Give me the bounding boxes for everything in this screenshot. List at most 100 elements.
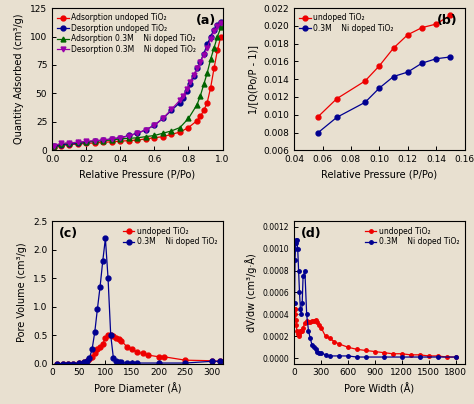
0.3M    Ni doped TiO₂ [118, 360, 124, 365]
0.3M    Ni doped TiO₂ [354, 355, 360, 360]
undoped TiO₂ [336, 341, 342, 346]
0.3M    Ni doped TiO₂ [60, 361, 65, 366]
0.3M    Ni doped TiO₂ [296, 268, 301, 273]
undoped TiO₂ [296, 334, 301, 339]
Adsorption 0.3M    Ni doped TiO₂ [160, 131, 166, 136]
undoped TiO₂ [135, 350, 140, 355]
Desorption 0.3M    Ni doped TiO₂ [198, 59, 203, 64]
0.3M    Ni doped TiO₂ [293, 241, 299, 246]
Adsorption undoped TiO₂ [51, 145, 57, 149]
Text: (a): (a) [195, 14, 216, 27]
X-axis label: Relative Pressure (P/Po): Relative Pressure (P/Po) [321, 170, 438, 180]
Desorption undoped TiO₂ [181, 95, 186, 100]
undoped TiO₂ [327, 336, 333, 341]
Adsorption 0.3M    Ni doped TiO₂ [92, 139, 98, 143]
undoped TiO₂ [426, 354, 431, 358]
Adsorption 0.3M    Ni doped TiO₂ [126, 136, 132, 141]
0.3M    Ni doped TiO₂ [313, 347, 319, 352]
Desorption 0.3M    Ni doped TiO₂ [181, 93, 186, 98]
undoped TiO₂ [363, 348, 369, 353]
undoped TiO₂ [84, 358, 90, 363]
0.3M    Ni doped TiO₂ [435, 355, 440, 360]
Y-axis label: Pore Volume (cm³/g): Pore Volume (cm³/g) [18, 243, 27, 342]
Adsorption undoped TiO₂ [83, 141, 89, 146]
0.3M    Ni doped TiO₂ [156, 361, 162, 366]
0.3M    Ni doped TiO₂ [381, 355, 387, 360]
undoped TiO₂ [60, 361, 65, 366]
Adsorption undoped TiO₂ [211, 66, 217, 71]
undoped TiO₂ [89, 354, 95, 359]
Desorption 0.3M    Ni doped TiO₂ [152, 123, 157, 128]
Adsorption undoped TiO₂ [118, 139, 123, 143]
Adsorption undoped TiO₂ [66, 142, 72, 147]
undoped TiO₂ [300, 328, 305, 333]
undoped TiO₂ [433, 22, 439, 27]
0.3M    Ni doped TiO₂ [116, 360, 121, 364]
0.3M    Ni doped TiO₂ [311, 345, 317, 349]
undoped TiO₂ [182, 358, 188, 363]
Line: undoped TiO₂: undoped TiO₂ [316, 13, 453, 119]
Adsorption undoped TiO₂ [198, 114, 203, 119]
undoped TiO₂ [318, 325, 324, 330]
undoped TiO₂ [313, 318, 319, 322]
Adsorption 0.3M    Ni doped TiO₂ [135, 135, 140, 140]
0.3M    Ni doped TiO₂ [81, 360, 87, 365]
Adsorption 0.3M    Ni doped TiO₂ [58, 142, 64, 147]
Adsorption undoped TiO₂ [109, 139, 115, 144]
Adsorption 0.3M    Ni doped TiO₂ [204, 71, 210, 76]
Desorption 0.3M    Ni doped TiO₂ [100, 138, 106, 143]
0.3M    Ni doped TiO₂ [405, 69, 410, 74]
undoped TiO₂ [140, 351, 146, 356]
Adsorption undoped TiO₂ [92, 141, 98, 145]
Adsorption undoped TiO₂ [186, 125, 191, 130]
undoped TiO₂ [311, 318, 317, 323]
Y-axis label: Quantity Adsorbed (cm³/g): Quantity Adsorbed (cm³/g) [15, 14, 25, 145]
undoped TiO₂ [293, 323, 299, 328]
undoped TiO₂ [292, 307, 297, 311]
0.3M    Ni doped TiO₂ [124, 361, 129, 366]
0.3M    Ni doped TiO₂ [302, 268, 308, 273]
Line: Desorption undoped TiO₂: Desorption undoped TiO₂ [51, 19, 223, 149]
undoped TiO₂ [100, 341, 106, 346]
0.3M    Ni doped TiO₂ [391, 74, 396, 79]
undoped TiO₂ [81, 360, 87, 364]
undoped TiO₂ [332, 339, 337, 344]
undoped TiO₂ [417, 352, 422, 357]
Desorption 0.3M    Ni doped TiO₂ [215, 24, 220, 29]
0.3M    Ni doped TiO₂ [65, 361, 71, 366]
Text: (d): (d) [301, 227, 321, 240]
Desorption undoped TiO₂ [126, 133, 132, 138]
undoped TiO₂ [405, 32, 410, 37]
Desorption 0.3M    Ni doped TiO₂ [208, 36, 213, 41]
undoped TiO₂ [447, 13, 453, 18]
Desorption undoped TiO₂ [218, 19, 224, 24]
Desorption 0.3M    Ni doped TiO₂ [58, 141, 64, 146]
0.3M    Ni doped TiO₂ [76, 361, 82, 366]
0.3M    Ni doped TiO₂ [84, 359, 90, 364]
Adsorption 0.3M    Ni doped TiO₂ [218, 25, 224, 30]
undoped TiO₂ [161, 354, 167, 359]
Adsorption 0.3M    Ni doped TiO₂ [208, 57, 213, 62]
0.3M    Ni doped TiO₂ [110, 356, 116, 360]
undoped TiO₂ [102, 336, 108, 341]
undoped TiO₂ [108, 333, 114, 338]
Desorption 0.3M    Ni doped TiO₂ [184, 86, 190, 91]
Adsorption 0.3M    Ni doped TiO₂ [143, 134, 149, 139]
0.3M    Ni doped TiO₂ [294, 238, 300, 242]
Legend: Adsorption undoped TiO₂, Desorption undoped TiO₂, Adsorption 0.3M    Ni doped Ti: Adsorption undoped TiO₂, Desorption undo… [56, 12, 198, 55]
undoped TiO₂ [292, 312, 298, 317]
Adsorption 0.3M    Ni doped TiO₂ [186, 116, 191, 121]
undoped TiO₂ [453, 355, 458, 360]
Desorption 0.3M    Ni doped TiO₂ [109, 137, 115, 141]
Desorption 0.3M    Ni doped TiO₂ [66, 141, 72, 145]
X-axis label: Pore Width (Å): Pore Width (Å) [344, 383, 414, 394]
0.3M    Ni doped TiO₂ [105, 276, 111, 281]
undoped TiO₂ [94, 347, 100, 352]
undoped TiO₂ [306, 320, 311, 324]
undoped TiO₂ [316, 323, 322, 328]
Adsorption undoped TiO₂ [201, 108, 207, 113]
Desorption undoped TiO₂ [201, 51, 207, 56]
undoped TiO₂ [302, 321, 308, 326]
0.3M    Ni doped TiO₂ [309, 343, 315, 347]
0.3M    Ni doped TiO₂ [55, 361, 60, 366]
